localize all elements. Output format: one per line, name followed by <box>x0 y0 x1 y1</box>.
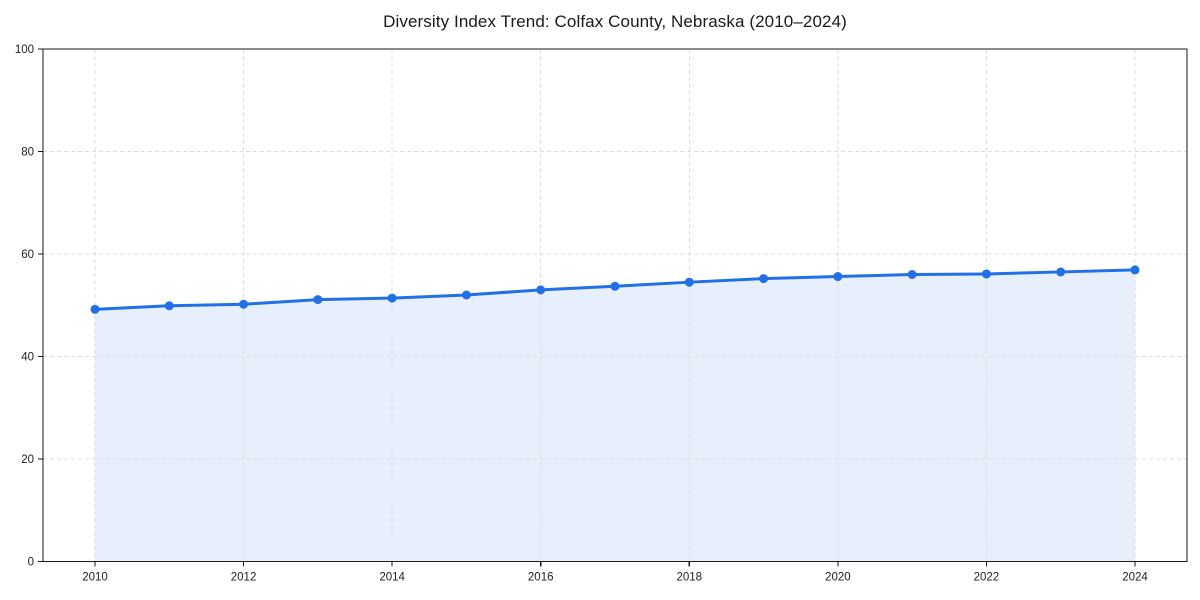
data-point-marker <box>981 269 991 279</box>
y-tick-label: 0 <box>28 557 34 569</box>
x-tick-label: 2012 <box>231 572 257 584</box>
data-point-marker <box>536 285 546 295</box>
x-tick-label: 2020 <box>825 572 851 584</box>
data-point-marker <box>1130 265 1140 275</box>
y-tick-label: 60 <box>21 249 34 261</box>
chart-title: Diversity Index Trend: Colfax County, Ne… <box>383 12 847 31</box>
y-tick-label: 100 <box>15 44 34 56</box>
data-point-marker <box>387 293 397 303</box>
data-point-marker <box>907 270 917 279</box>
x-tick-label: 2014 <box>379 572 405 584</box>
data-point-marker <box>1056 267 1066 277</box>
data-point-marker <box>90 304 100 314</box>
data-point-marker <box>833 272 843 282</box>
data-point-marker <box>461 290 471 300</box>
x-tick-label: 2010 <box>82 572 108 584</box>
data-point-marker <box>164 301 174 311</box>
data-point-marker <box>610 281 620 291</box>
data-point-marker <box>684 277 694 287</box>
y-tick-label: 80 <box>21 147 34 159</box>
data-point-marker <box>759 274 769 284</box>
x-tick-label: 2016 <box>528 572 554 584</box>
y-tick-label: 40 <box>21 352 34 364</box>
x-tick-label: 2018 <box>676 572 702 584</box>
plot-border <box>42 48 1188 563</box>
y-tick-label: 20 <box>21 454 34 466</box>
data-point-marker <box>313 295 323 305</box>
x-tick-label: 2024 <box>1122 572 1148 584</box>
data-point-marker <box>239 299 249 309</box>
area-fill <box>95 269 1135 562</box>
x-tick-label: 2022 <box>974 572 1000 584</box>
